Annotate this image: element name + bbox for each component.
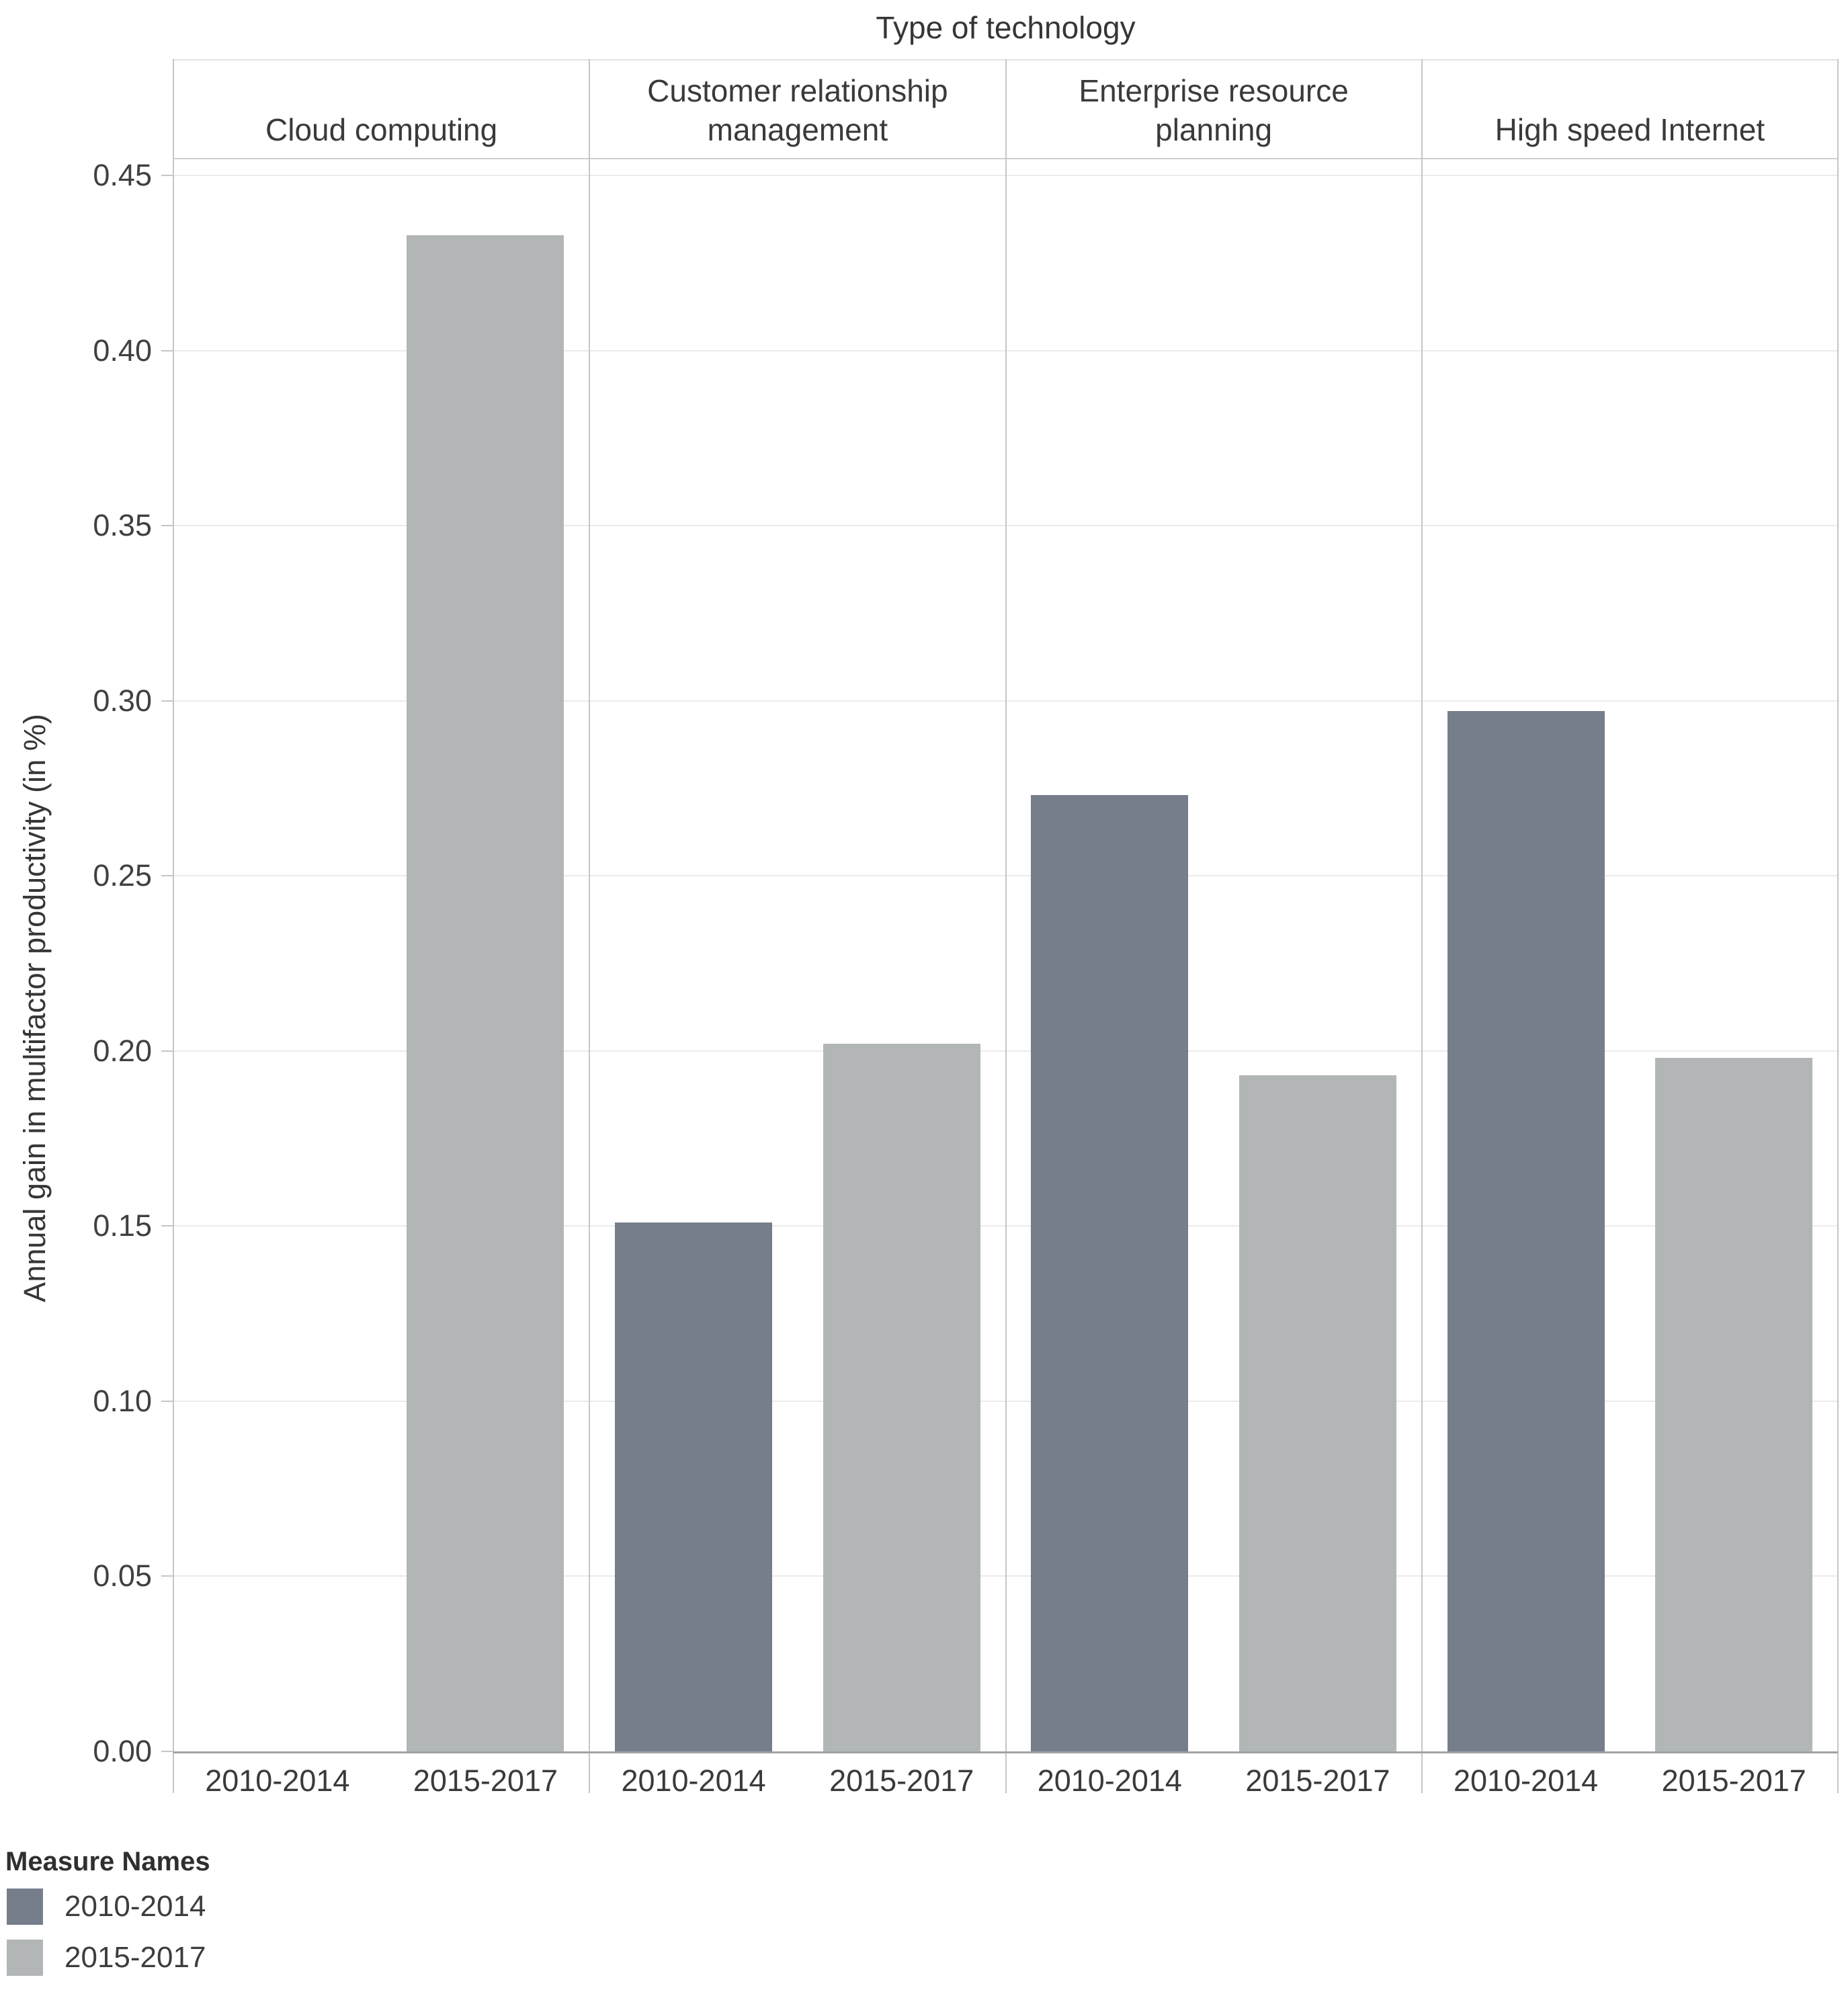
facet-header: High speed Internet [1495,112,1765,148]
facet-header: Enterprise resource planning [1079,73,1349,148]
bar[interactable] [823,1044,980,1751]
plot-right-border [1837,59,1839,1793]
legend-item[interactable]: 2015-2017 [7,1940,206,1976]
x-tick-label: 2010-2014 [1037,1763,1182,1798]
y-tick-mark [161,175,173,177]
bar[interactable] [407,235,564,1751]
y-tick-mark [161,1575,173,1577]
facet-dimension-title: Type of technology [876,10,1136,45]
facet-header: Cloud computing [265,112,498,148]
y-tick-label: 0.15 [93,1208,152,1243]
legend-item[interactable]: 2010-2014 [7,1889,206,1925]
bar[interactable] [1238,1075,1396,1751]
legend-title: Measure Names [5,1847,210,1876]
x-tick-label: 2015-2017 [413,1763,558,1798]
legend-swatch[interactable] [7,1889,43,1925]
y-tick-label: 0.40 [93,333,152,368]
facet-header: Customer relationship management [647,73,948,148]
legend-swatch[interactable] [7,1940,43,1976]
y-tick-label: 0.10 [93,1383,152,1418]
x-tick-label: 2015-2017 [1245,1763,1390,1798]
x-tick-label: 2010-2014 [621,1763,766,1798]
y-tick-label: 0.20 [93,1033,152,1068]
y-tick-mark [161,525,173,527]
bar[interactable] [615,1222,773,1751]
bar[interactable] [1655,1058,1813,1751]
panel-separator [1421,59,1423,1793]
x-tick-label: 2015-2017 [829,1763,974,1798]
y-tick-mark [161,1050,173,1052]
y-tick-label: 0.25 [93,858,152,893]
bar[interactable] [1031,795,1189,1751]
x-tick-label: 2015-2017 [1661,1763,1806,1798]
y-tick-mark [161,1400,173,1402]
x-tick-label: 2010-2014 [1453,1763,1599,1798]
y-tick-label: 0.05 [93,1559,152,1593]
x-axis-line [173,1751,1838,1753]
legend-item-label: 2010-2014 [65,1890,206,1923]
panel-separator [1005,59,1007,1793]
y-tick-mark [161,349,173,351]
y-tick-label: 0.30 [93,683,152,718]
y-tick-mark [161,1225,173,1227]
y-tick-mark [161,700,173,702]
x-tick-label: 2010-2014 [205,1763,350,1798]
legend-item-label: 2015-2017 [65,1941,206,1974]
panel-separator [589,59,591,1793]
legend: Measure Names 2010-2014 2015-2017 [5,1847,476,1976]
y-tick-mark [161,875,173,877]
y-tick-label: 0.35 [93,508,152,543]
bar[interactable] [1447,711,1605,1751]
y-tick-label: 0.00 [93,1734,152,1768]
y-tick-mark [161,1751,173,1752]
y-axis-line [173,59,174,1793]
y-tick-label: 0.45 [93,158,152,193]
